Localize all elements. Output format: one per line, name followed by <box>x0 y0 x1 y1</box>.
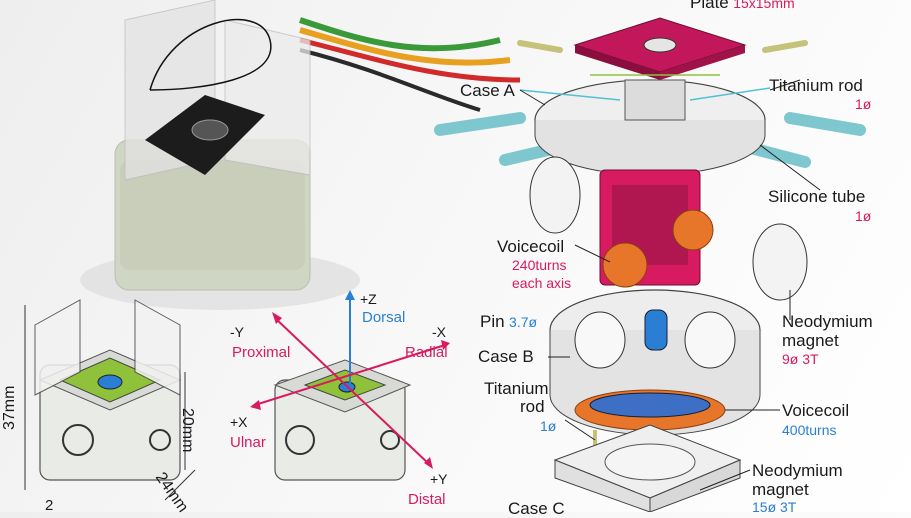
label-magnet-top-name1: Neodymium <box>782 313 873 330</box>
label-voicecoil-top-spec2: each axis <box>512 276 571 290</box>
label-case-a: Case A <box>460 82 515 99</box>
label-magnet-top-spec: 9ø 3T <box>782 352 819 366</box>
label-titanium-rod-bottom-spec: 1ø <box>540 419 556 433</box>
axes-device-drawing <box>250 290 450 480</box>
axis-neg-y-name: Proximal <box>232 345 290 360</box>
label-plate: Plate 15x15mm <box>690 0 795 12</box>
label-case-c: Case C <box>508 500 565 517</box>
axis-z-sign: +Z <box>360 292 377 306</box>
label-voicecoil-top-spec1: 240turns <box>512 258 566 272</box>
dim-height-total: 37mm <box>2 386 18 430</box>
label-case-b: Case B <box>478 348 534 365</box>
axis-neg-x-name: Radial <box>405 345 448 360</box>
label-titanium-rod-bottom-name2: rod <box>520 398 545 415</box>
axis-pos-x-sign: +X <box>230 415 248 429</box>
label-magnet-top-name2: magnet <box>782 332 839 349</box>
label-pin: Pin 3.7ø <box>480 313 537 331</box>
dim-height-case: 20mm <box>179 408 195 452</box>
dim-width: 2 <box>45 498 53 513</box>
label-voicecoil-bottom: Voicecoil <box>782 402 849 419</box>
label-silicone-tube-spec: 1ø <box>855 209 871 223</box>
axis-pos-y-sign: +Y <box>430 472 448 486</box>
axis-pos-x-name: Ulnar <box>230 435 266 450</box>
axis-neg-y-sign: -Y <box>230 325 244 339</box>
label-magnet-bottom-name2: magnet <box>752 481 809 498</box>
plate-spec: 15x15mm <box>733 0 794 11</box>
label-voicecoil-bottom-spec: 400turns <box>782 423 836 437</box>
label-titanium-rod-top-spec: 1ø <box>855 97 871 111</box>
label-silicone-tube: Silicone tube <box>768 188 865 205</box>
axis-pos-y-name: Distal <box>408 492 446 507</box>
label-magnet-bottom-name1: Neodymium <box>752 462 843 479</box>
label-voicecoil-top: Voicecoil <box>497 238 564 255</box>
pin-name: Pin <box>480 312 505 331</box>
label-titanium-rod-top: Titanium rod <box>769 77 863 94</box>
dimensioned-device-drawing <box>25 300 195 500</box>
plate-name: Plate <box>690 0 729 12</box>
axis-neg-x-sign: -X <box>432 325 446 339</box>
label-titanium-rod-bottom-name1: Titanium <box>484 380 549 397</box>
axis-z-name: Dorsal <box>362 310 405 325</box>
device-photo <box>80 0 520 310</box>
pin-spec: 3.7ø <box>509 314 537 330</box>
